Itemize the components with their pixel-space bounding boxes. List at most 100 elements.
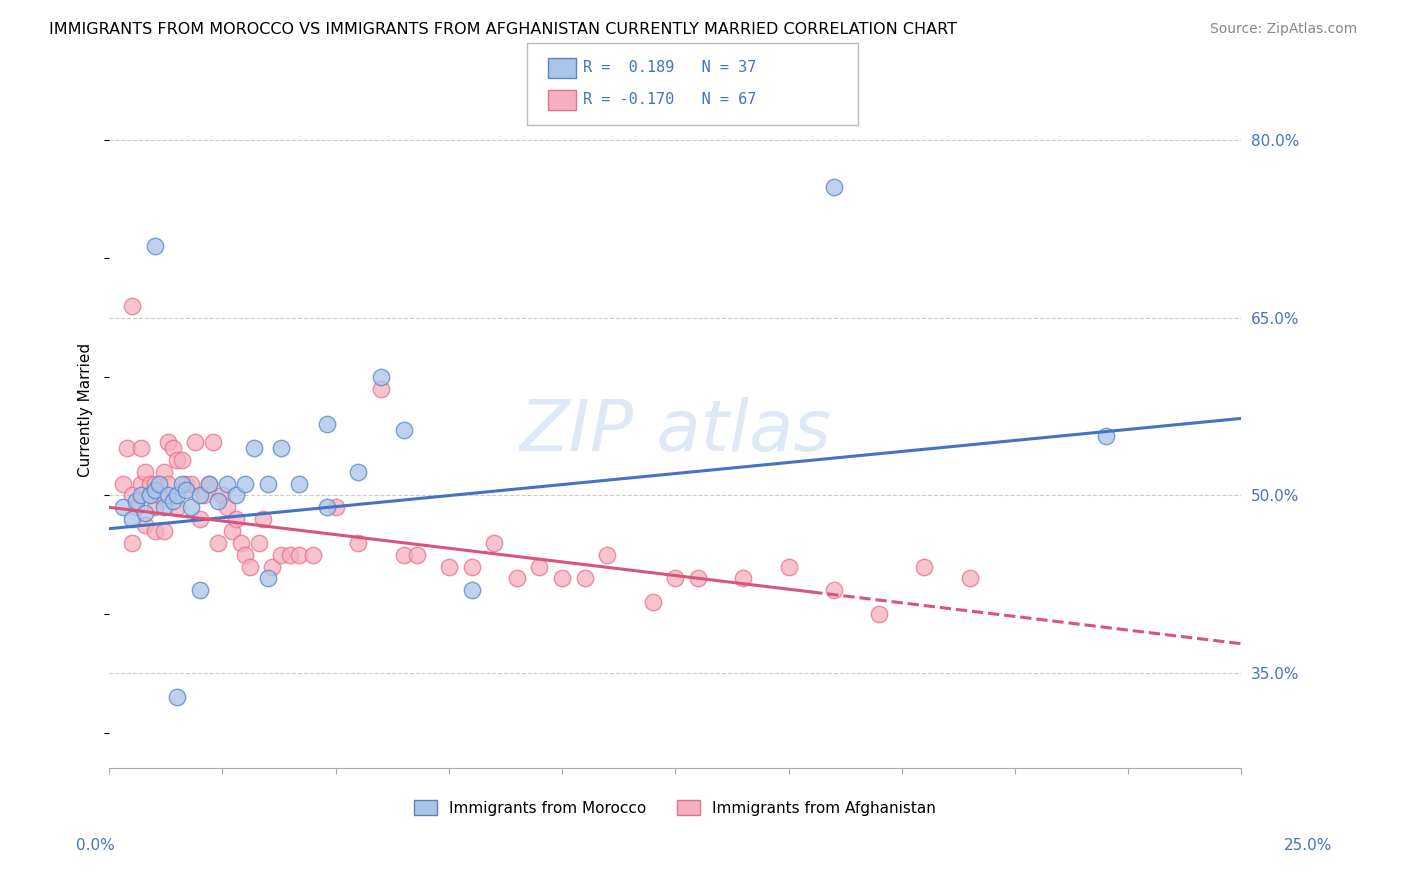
Point	[270, 441, 292, 455]
Point	[202, 435, 225, 450]
Point	[174, 483, 197, 497]
Point	[270, 548, 292, 562]
Point	[315, 417, 337, 432]
Point	[207, 494, 229, 508]
Point	[262, 559, 284, 574]
Point	[125, 494, 148, 508]
Point	[686, 572, 709, 586]
Text: 0.0%: 0.0%	[76, 838, 115, 854]
Text: 25.0%: 25.0%	[1284, 838, 1331, 854]
Point	[139, 488, 162, 502]
Point	[460, 583, 482, 598]
Point	[134, 518, 156, 533]
Point	[1094, 429, 1116, 443]
Text: Source: ZipAtlas.com: Source: ZipAtlas.com	[1209, 22, 1357, 37]
Text: ZIP atlas: ZIP atlas	[519, 397, 831, 466]
Point	[529, 559, 551, 574]
Point	[143, 239, 166, 253]
Point	[166, 500, 188, 515]
Text: IMMIGRANTS FROM MOROCCO VS IMMIGRANTS FROM AFGHANISTAN CURRENTLY MARRIED CORRELA: IMMIGRANTS FROM MOROCCO VS IMMIGRANTS FR…	[49, 22, 957, 37]
Point	[170, 476, 193, 491]
Text: R =  0.189   N = 37: R = 0.189 N = 37	[583, 61, 756, 75]
Point	[868, 607, 890, 621]
Point	[111, 500, 134, 515]
Point	[641, 595, 664, 609]
Point	[225, 488, 247, 502]
Point	[121, 512, 143, 526]
Point	[157, 488, 180, 502]
Point	[134, 506, 156, 520]
Point	[912, 559, 935, 574]
Point	[174, 476, 197, 491]
Point	[347, 536, 370, 550]
Point	[288, 548, 311, 562]
Point	[143, 524, 166, 538]
Point	[778, 559, 800, 574]
Point	[574, 572, 596, 586]
Point	[551, 572, 574, 586]
Point	[302, 548, 325, 562]
Point	[193, 488, 215, 502]
Point	[437, 559, 460, 574]
Point	[166, 488, 188, 502]
Point	[325, 500, 347, 515]
Point	[823, 180, 845, 194]
Point	[170, 453, 193, 467]
Point	[180, 500, 202, 515]
Point	[229, 536, 252, 550]
Point	[215, 476, 238, 491]
Point	[460, 559, 482, 574]
Point	[256, 572, 278, 586]
Point	[221, 524, 243, 538]
Point	[184, 435, 207, 450]
Point	[198, 476, 221, 491]
Point	[139, 476, 162, 491]
Point	[280, 548, 302, 562]
Text: R = -0.170   N = 67: R = -0.170 N = 67	[583, 93, 756, 107]
Point	[207, 536, 229, 550]
Point	[392, 423, 415, 437]
Point	[239, 559, 262, 574]
Point	[664, 572, 686, 586]
Point	[129, 488, 152, 502]
Point	[125, 500, 148, 515]
Point	[288, 476, 311, 491]
Point	[247, 536, 270, 550]
Point	[166, 453, 188, 467]
Point	[959, 572, 981, 586]
Point	[148, 476, 170, 491]
Point	[180, 476, 202, 491]
Point	[406, 548, 429, 562]
Point	[370, 382, 392, 396]
Point	[117, 441, 139, 455]
Point	[188, 488, 211, 502]
Point	[482, 536, 505, 550]
Point	[256, 476, 278, 491]
Legend: Immigrants from Morocco, Immigrants from Afghanistan: Immigrants from Morocco, Immigrants from…	[408, 793, 942, 822]
Point	[315, 500, 337, 515]
Point	[347, 465, 370, 479]
Point	[188, 583, 211, 598]
Point	[157, 435, 180, 450]
Point	[152, 465, 174, 479]
Point	[143, 500, 166, 515]
Point	[129, 441, 152, 455]
Point	[121, 299, 143, 313]
Point	[111, 476, 134, 491]
Point	[392, 548, 415, 562]
Point	[198, 476, 221, 491]
Point	[129, 476, 152, 491]
Point	[152, 500, 174, 515]
Point	[152, 524, 174, 538]
Point	[506, 572, 529, 586]
Point	[252, 512, 274, 526]
Point	[243, 441, 266, 455]
Point	[215, 500, 238, 515]
Point	[143, 483, 166, 497]
Point	[121, 536, 143, 550]
Point	[166, 690, 188, 705]
Point	[233, 548, 256, 562]
Y-axis label: Currently Married: Currently Married	[79, 343, 93, 476]
Point	[162, 441, 184, 455]
Point	[211, 488, 233, 502]
